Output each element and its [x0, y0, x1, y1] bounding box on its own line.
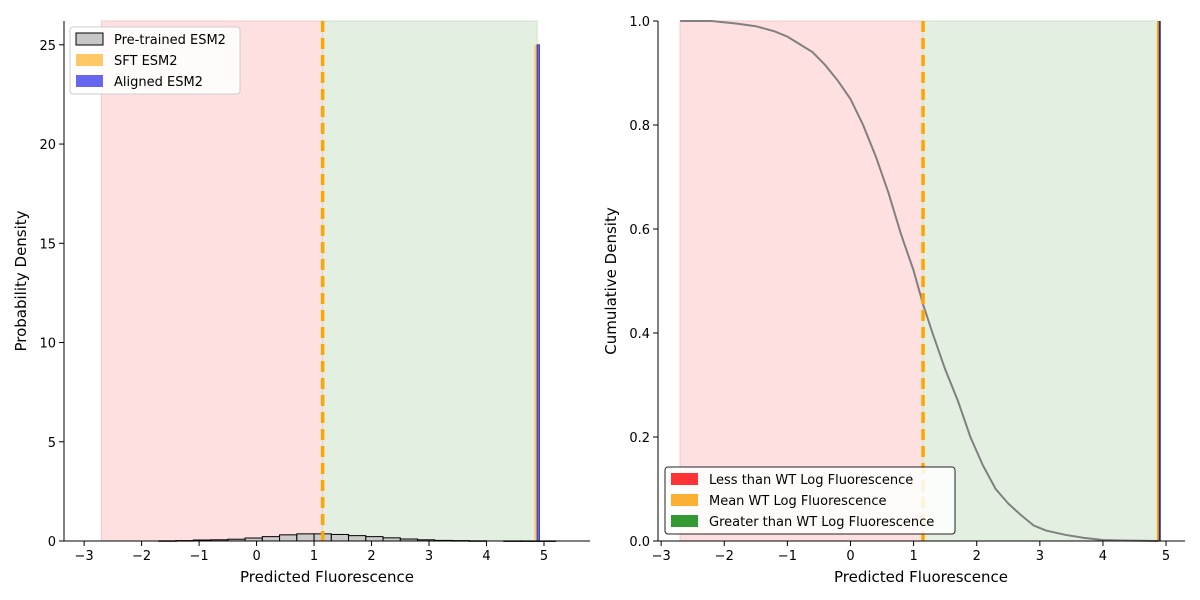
- left-legend-box: [69, 26, 241, 95]
- legend-label-mean: Mean WT Log Fluorescence: [709, 494, 886, 509]
- x-tick-label: −2: [132, 549, 151, 564]
- left-y-ticks: 0 5 10 15 20 25: [39, 39, 64, 550]
- right-y-axis-title: Cumulative Density: [602, 207, 620, 355]
- left-x-ticks: −3 −2 −1 0 1 2 3 4 5: [75, 541, 548, 564]
- left-legend: Pre-trained ESM2 SFT ESM2 Aligned ESM2: [69, 26, 241, 95]
- x-tick-label: −2: [715, 549, 734, 564]
- x-tick-label: −1: [190, 549, 209, 564]
- legend-swatch-greater: [671, 515, 698, 527]
- sft-bar: [534, 44, 537, 541]
- y-tick-label: 5: [48, 436, 56, 451]
- legend-label-aligned: Aligned ESM2: [114, 75, 203, 90]
- legend-label-pretrained: Pre-trained ESM2: [114, 33, 226, 48]
- region-less-than-wt: [100, 20, 324, 542]
- right-regions: [679, 20, 1159, 542]
- y-tick-label: 25: [39, 39, 56, 54]
- left-x-axis-title: Predicted Fluorescence: [240, 568, 414, 586]
- legend-swatch-aligned: [76, 75, 103, 87]
- legend-label-greater: Greater than WT Log Fluorescence: [709, 515, 934, 530]
- y-tick-label: 0.2: [629, 431, 650, 446]
- pretrained-cdf-line: [680, 20, 1159, 542]
- x-tick-label: −3: [652, 549, 671, 564]
- right-legend: Less than WT Log Fluorescence Mean WT Lo…: [664, 466, 956, 535]
- y-tick-label: 20: [39, 138, 56, 153]
- left-histogram-bars: [158, 44, 557, 542]
- x-tick-label: 2: [973, 549, 981, 564]
- y-tick-label: 0: [48, 535, 56, 550]
- right-x-ticks: −3 −2 −1 0 1 2 3 4 5: [652, 541, 1170, 564]
- x-tick-label: 4: [482, 549, 490, 564]
- x-tick-label: 0: [846, 549, 854, 564]
- y-tick-label: 0.4: [629, 327, 650, 342]
- x-tick-label: −3: [75, 549, 94, 564]
- right-panel: −3 −2 −1 0 1 2 3 4 5 0.0 0.2 0.4 0.6 0.8 1.0 Predicte…: [602, 15, 1185, 586]
- y-tick-label: 0.6: [629, 223, 650, 238]
- x-tick-label: 4: [1099, 549, 1107, 564]
- legend-swatch-mean: [671, 494, 698, 506]
- y-tick-label: 0.0: [629, 535, 650, 550]
- legend-swatch-pretrained: [75, 32, 104, 46]
- left-y-axis-title: Probability Density: [12, 210, 30, 351]
- pretrained-bar: [330, 533, 350, 542]
- pretrained-bar: [365, 536, 384, 542]
- y-tick-label: 10: [39, 337, 56, 352]
- right-axes: [657, 21, 1185, 542]
- right-legend-box: [664, 466, 956, 535]
- x-tick-label: 1: [909, 549, 917, 564]
- left-panel: −3 −2 −1 0 1 2 3 4 5 0 5 10 15 20 25 Predicted Fluore…: [12, 20, 590, 586]
- x-tick-label: 3: [1036, 549, 1044, 564]
- pretrained-bar: [261, 536, 281, 542]
- legend-swatch-less: [671, 473, 698, 485]
- x-tick-label: 1: [310, 549, 318, 564]
- y-tick-label: 15: [39, 237, 56, 252]
- x-tick-label: −1: [778, 549, 797, 564]
- region-greater-than-wt: [322, 20, 538, 542]
- aligned-bar: [536, 44, 540, 542]
- pretrained-bar: [348, 535, 367, 542]
- x-tick-label: 5: [540, 549, 548, 564]
- left-regions: [100, 20, 538, 542]
- legend-label-sft: SFT ESM2: [114, 54, 178, 69]
- x-tick-label: 2: [367, 549, 375, 564]
- pretrained-bar: [296, 533, 315, 542]
- pretrained-bar: [279, 534, 298, 542]
- right-cdf-line: [680, 20, 1159, 542]
- legend-swatch-sft: [76, 54, 103, 66]
- right-y-ticks: 0.0 0.2 0.4 0.6 0.8 1.0: [629, 15, 658, 550]
- region-greater-than-wt: [922, 20, 1159, 542]
- left-axes: [63, 21, 590, 542]
- region-less-than-wt: [679, 20, 924, 542]
- legend-label-less: Less than WT Log Fluorescence: [709, 473, 913, 488]
- x-tick-label: 5: [1162, 549, 1170, 564]
- right-model-lines: [1156, 21, 1161, 541]
- x-tick-label: 0: [252, 549, 260, 564]
- y-tick-label: 0.8: [629, 119, 650, 134]
- y-tick-label: 1.0: [629, 15, 650, 30]
- right-x-axis-title: Predicted Fluorescence: [834, 568, 1008, 586]
- x-tick-label: 3: [425, 549, 433, 564]
